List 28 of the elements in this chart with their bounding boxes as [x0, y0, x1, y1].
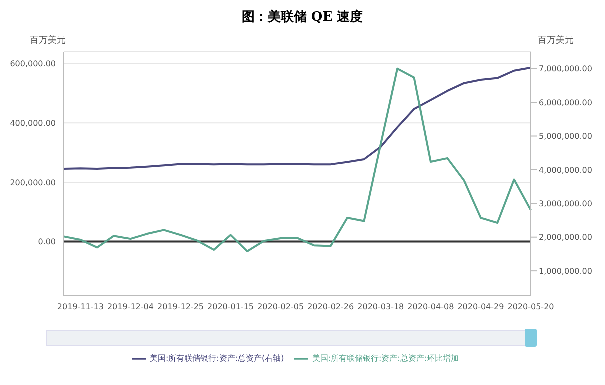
y-tick-label: 600,000.00: [10, 60, 56, 69]
y2-axis-title: 百万美元: [538, 34, 574, 47]
y2-tick-label: 6,000,000.00: [539, 98, 592, 108]
x-tick-label: 2020-05-20: [508, 302, 554, 312]
x-tick-label: 2020-03-18: [358, 302, 404, 312]
x-tick-label: 2020-01-15: [208, 302, 254, 312]
legend-label: 美国:所有联储银行:资产:总资产(右轴): [150, 354, 284, 364]
x-tick-label: 2020-02-05: [258, 302, 304, 312]
y-tick-label: 200,000.00: [10, 178, 56, 188]
line-series: [63, 68, 532, 253]
chart-title: 图：美联储 QE 速度: [240, 8, 364, 27]
x-tick-label: 2020-04-29: [458, 302, 504, 312]
y-tick-label: 0.00: [38, 238, 56, 247]
y2-tick-label: 2,000,000.00: [539, 233, 592, 242]
y2-tick-label: 3,000,000.00: [539, 199, 592, 208]
x-tick-label: 2020-02-26: [308, 302, 354, 312]
y2-tick-label: 4,000,000.00: [539, 166, 592, 175]
y-tick-label: 400,000.00: [10, 118, 56, 128]
y2-tick-label: 1,000,000.00: [539, 266, 592, 276]
y-axis-title: 百万美元: [30, 34, 66, 47]
x-tick-label: 2019-12-04: [107, 302, 154, 312]
x-tick-label: 2019-12-25: [158, 302, 204, 312]
line-series: [63, 66, 532, 170]
x-tick-label: 2019-11-13: [57, 302, 104, 312]
x-tick-label: 2020-04-08: [408, 302, 454, 312]
legend-label: 美国:所有联储银行:资产:总资产:环比增加: [312, 354, 460, 364]
y2-tick-label: 7,000,000.00: [539, 64, 592, 74]
y2-tick-label: 5,000,000.00: [539, 132, 592, 142]
